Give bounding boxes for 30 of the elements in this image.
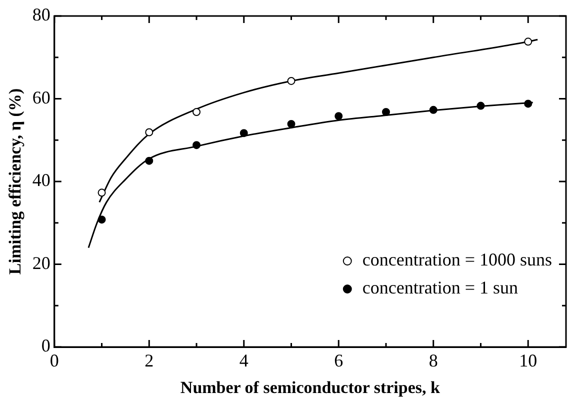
point (334, 112, 343, 120)
point (145, 128, 154, 136)
point (476, 102, 485, 110)
y-tick-label: 40 (32, 170, 50, 190)
point (98, 188, 106, 197)
x-tick-label: 6 (334, 350, 344, 371)
point (524, 100, 532, 108)
point (240, 129, 248, 138)
x-tick-label: 8 (428, 350, 438, 371)
point (382, 108, 390, 116)
point (524, 38, 532, 46)
x-tick-label: 4 (239, 350, 248, 371)
y-axis-title: Limiting efficiency, η (%) (6, 88, 25, 275)
x-tick-label: 2 (144, 350, 154, 371)
y-tick-label: 0 (41, 336, 50, 356)
x-tick-label: 10 (519, 350, 538, 371)
y-tick-label: 80 (32, 4, 50, 25)
x-axis-title: Number of semiconductor stripes, k (180, 378, 441, 398)
y-tick-label: 20 (32, 252, 50, 273)
legend-label: concentration = 1 sun (362, 278, 518, 298)
point (287, 76, 296, 85)
y-tick-label: 60 (32, 87, 50, 108)
point (192, 108, 201, 116)
point (287, 120, 296, 128)
point (98, 216, 106, 224)
point (145, 156, 154, 165)
point (429, 106, 438, 114)
line-series (98, 38, 538, 203)
legend-label: concentration = 1000 suns (362, 250, 552, 270)
point (192, 141, 201, 150)
